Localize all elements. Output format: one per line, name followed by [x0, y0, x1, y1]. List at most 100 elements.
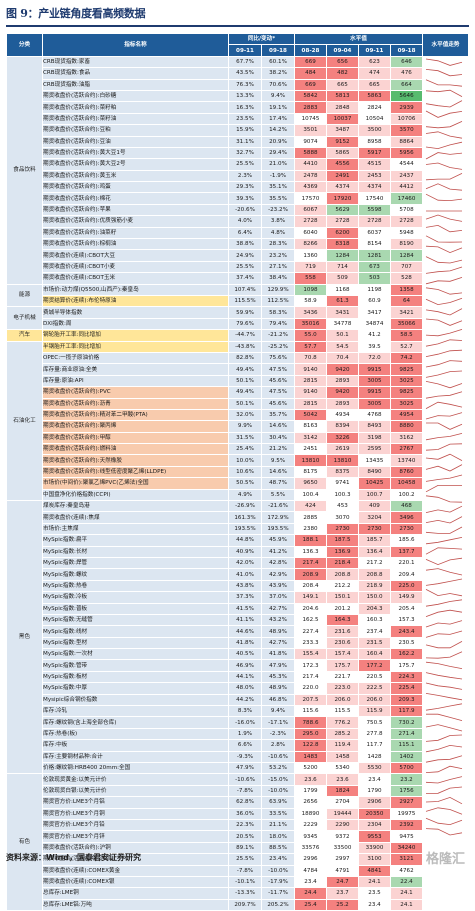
level-value: 5888: [294, 146, 327, 160]
level-value: 230.6: [326, 636, 359, 650]
yoy-value: 27.1%: [261, 260, 295, 274]
level-value: 656: [326, 55, 359, 69]
level-value: 8163: [294, 420, 327, 433]
level-value: 3198: [358, 431, 391, 445]
level-value: 468: [389, 499, 424, 513]
level-value: 1402: [389, 750, 424, 764]
level-value: 3487: [326, 124, 359, 137]
level-value: 9074: [294, 135, 327, 148]
table-row: MySpic指数:焊管 42.0% 42.8% 217.4 218.4 217.2 220.…: [7, 556, 470, 570]
yoy-value: 23.4%: [261, 853, 295, 866]
level-value: 60.9: [358, 294, 391, 308]
trend-sparkline: [425, 100, 463, 108]
level-value: 9741: [326, 477, 359, 490]
yoy-value: 41.5%: [228, 602, 262, 615]
level-value: 5598: [358, 203, 391, 217]
level-value: 9825: [389, 363, 424, 376]
level-value: 9420: [326, 363, 359, 376]
table-row: MySpic指数:管带 46.9% 47.9% 172.3 175.7 177.2 175.…: [7, 659, 470, 672]
level-value: 177.2: [358, 659, 391, 672]
header-yoy: 同比/变动*: [228, 32, 295, 46]
yoy-value: 44.1%: [228, 670, 262, 684]
level-value: 24.1: [389, 898, 424, 911]
level-value: 24.4: [294, 887, 327, 900]
table-row: 库存:热卷(板) 1.9% -2.3% 295.0 285.2 277.8 271.4: [7, 727, 470, 741]
trend-sparkline: [425, 589, 463, 597]
category-cell: 电子机械: [6, 306, 43, 331]
level-value: 35016: [294, 317, 327, 331]
level-value: 2730: [358, 522, 391, 536]
level-value: 13810: [294, 454, 327, 467]
table-row: 期货收盘价(活跃合约):油菜籽 6.4% 4.8% 6040 6200 6037 5948: [7, 226, 470, 240]
yoy-value: 46.8%: [261, 693, 295, 707]
level-value: 33576: [294, 841, 327, 855]
level-value: 17570: [294, 192, 327, 205]
indicator-name: MySpic指数:线材: [42, 625, 229, 638]
trend-sparkline: [425, 744, 463, 753]
level-value: 157.4: [326, 648, 359, 661]
level-value: 474: [358, 67, 391, 80]
level-value: 1284: [389, 249, 424, 262]
trend-sparkline: [425, 69, 463, 77]
yoy-value: 62.8%: [228, 796, 262, 809]
level-value: 204.3: [358, 602, 391, 615]
level-value: 3421: [389, 306, 424, 319]
level-value: 730.2: [389, 716, 424, 729]
header-trend: 水平值走势: [422, 33, 470, 57]
trend-sparkline: [425, 693, 463, 701]
level-value: 13740: [389, 454, 424, 467]
level-value: 149.1: [294, 591, 327, 604]
table-row: CRB现货指数:食品 43.5% 38.2% 484 482 474 476: [7, 67, 470, 80]
level-value: 2451: [294, 443, 327, 456]
level-value: 1358: [389, 283, 424, 297]
trend-sparkline: [425, 682, 463, 690]
yoy-value: 23.2%: [261, 249, 295, 262]
yoy-value: 37.3%: [228, 591, 262, 604]
trend-sparkline: [425, 245, 463, 254]
indicator-name: 库存:冷轧: [42, 705, 229, 718]
level-value: 2728: [294, 215, 327, 228]
table-row: 期货收盘价(活跃合约):黄大豆1号 32.7% 29.4% 5888 5865 5917 5…: [7, 146, 470, 160]
level-value: 1756: [389, 784, 424, 798]
level-value: 528: [389, 272, 424, 285]
level-value: 2478: [294, 169, 327, 183]
yoy-value: 43.5%: [228, 67, 262, 80]
level-value: 1098: [294, 283, 327, 297]
level-value: 6200: [326, 226, 359, 240]
yoy-value: 50.5%: [228, 477, 262, 490]
trend-sparkline: [425, 370, 463, 378]
yoy-value: 21.1%: [261, 818, 295, 832]
table-row: 中国盘净化价格指数(CCPI) 4.9% 5.5% 100.4 100.3 100.7 10…: [7, 488, 470, 502]
yoy-value: 82.8%: [228, 351, 262, 365]
level-value: 55.0: [294, 329, 327, 342]
trend-sparkline: [425, 578, 463, 586]
level-value: 3142: [294, 431, 327, 445]
level-value: 2304: [358, 818, 391, 832]
yoy-value: -20.6%: [228, 203, 262, 217]
indicator-name: 期货收盘价(活跃合约):豆粕: [42, 124, 229, 137]
level-value: 230.5: [389, 636, 424, 650]
level-value: 4934: [326, 408, 359, 422]
yoy-value: 14.2%: [261, 124, 295, 137]
trend-sparkline: [425, 79, 463, 87]
level-value: 33500: [326, 841, 359, 855]
table-row: MySpic指数:冷板 37.3% 37.0% 149.1 150.1 150.0 149.…: [7, 591, 470, 604]
indicator-name: 期货收盘价(活跃合约):棕榈油: [42, 238, 229, 251]
indicator-name: MySpic指数:板材: [42, 670, 229, 684]
yoy-value: 9.9%: [228, 420, 262, 433]
table-row: 期货收盘价(活跃合约):棕榈油 38.8% 28.3% 8266 8318 8154 819…: [7, 238, 470, 251]
level-value: 4369: [294, 181, 327, 194]
indicator-name: 库存:主要钢材品种:合计: [42, 750, 229, 764]
yoy-value: 44.2%: [228, 693, 262, 707]
level-value: 484: [294, 67, 327, 80]
table-row: 期货收盘价(活跃合约):豆粕 15.9% 14.2% 3501 3487 3500 3570: [7, 124, 470, 137]
table-row: 库存量:商业原油:全美 49.4% 47.5% 9140 9420 9915 9825: [7, 363, 470, 376]
level-value: 1483: [294, 750, 327, 764]
level-value: 1360: [294, 249, 327, 262]
table-row: 期货官方价:LME3个月锌 20.5% 18.0% 9345 9372 9553 9475: [7, 830, 470, 843]
level-value: 2927: [389, 796, 424, 809]
level-value: 9140: [294, 386, 327, 399]
trend-cell: [422, 875, 470, 889]
yoy-value: 39.3%: [228, 192, 262, 205]
level-value: 3204: [358, 511, 391, 524]
